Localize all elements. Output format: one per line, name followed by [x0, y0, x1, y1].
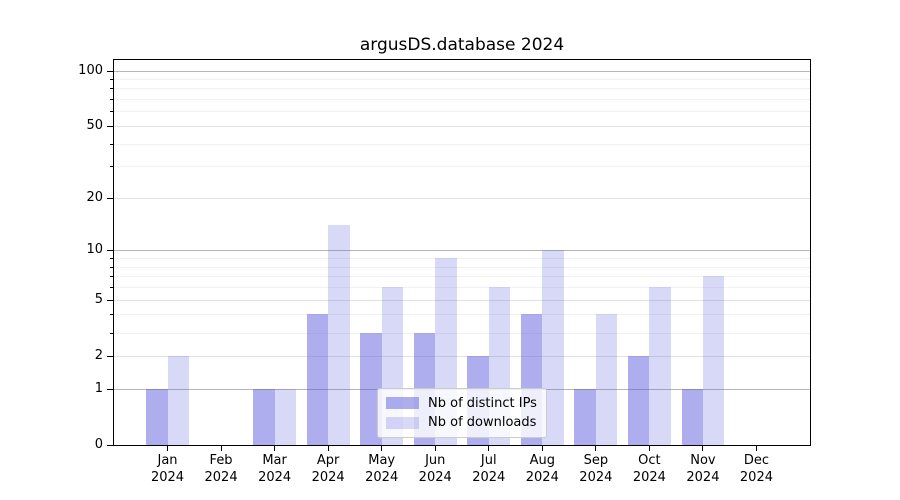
x-tick-dec — [755, 446, 757, 451]
gridline-y-9 — [114, 258, 810, 260]
y-tick-0 — [107, 445, 114, 446]
x-tick-label-feb: Feb 2024 — [204, 453, 238, 485]
bar-distinct-ips-may — [360, 332, 382, 445]
x-tick-label-jun: Jun 2024 — [418, 453, 452, 485]
bar-distinct-ips-sep — [574, 388, 596, 445]
bar-distinct-ips-mar — [253, 388, 275, 445]
x-tick-label-dec: Dec 2024 — [739, 453, 773, 485]
gridline-y-7 — [114, 276, 810, 278]
bar-downloads-apr — [328, 225, 350, 445]
y-minor-tick-40 — [110, 143, 114, 145]
gridline-y-50 — [114, 125, 810, 127]
chart-title: argusDS.database 2024 — [359, 35, 565, 55]
y-tick-100 — [107, 70, 114, 72]
x-tick-label-jan: Jan 2024 — [150, 453, 185, 485]
bar-distinct-ips-nov — [681, 388, 703, 445]
y-minor-tick-30 — [110, 166, 114, 168]
legend-row-downloads: Nb of downloads — [386, 415, 538, 430]
gridline-y-80 — [114, 88, 810, 90]
y-tick-label-0: 0 — [94, 437, 103, 452]
x-tick-mar — [274, 446, 276, 451]
gridline-y-40 — [114, 143, 810, 145]
y-minor-tick-60 — [110, 111, 114, 113]
x-tick-feb — [220, 446, 222, 451]
x-tick-nov — [702, 446, 704, 451]
y-tick-50 — [107, 125, 114, 127]
x-tick-jul — [488, 446, 490, 451]
x-tick-may — [381, 446, 383, 451]
y-minor-tick-4 — [110, 314, 114, 316]
x-tick-label-apr: Apr 2024 — [311, 453, 345, 485]
x-tick-label-mar: Mar 2024 — [258, 453, 292, 485]
y-minor-tick-8 — [110, 266, 114, 268]
gridline-y-20 — [114, 197, 810, 199]
x-tick-jan — [167, 446, 169, 451]
y-minor-tick-3 — [110, 332, 114, 334]
y-tick-label-20: 20 — [86, 189, 103, 205]
legend-row-distinct-ips: Nb of distinct IPs — [386, 396, 538, 411]
gridline-y-60 — [114, 111, 810, 113]
x-tick-apr — [327, 446, 329, 451]
legend-swatch-distinct-ips — [386, 397, 419, 410]
bar-distinct-ips-oct — [627, 355, 650, 445]
y-tick-label-5: 5 — [94, 291, 103, 307]
gridline-y-70 — [114, 99, 810, 101]
y-tick-label-50: 50 — [86, 117, 103, 133]
y-tick-label-2: 2 — [94, 347, 103, 363]
y-minor-tick-6 — [110, 287, 114, 289]
legend-swatch-downloads — [386, 416, 419, 429]
y-tick-label-1: 1 — [94, 380, 103, 396]
bar-downloads-oct — [649, 287, 671, 445]
y-tick-10 — [107, 250, 114, 252]
gridline-y-6 — [114, 287, 810, 289]
gridline-y-3 — [114, 332, 810, 334]
gridline-y-4 — [114, 314, 810, 316]
x-tick-label-sep: Sep 2024 — [579, 453, 613, 485]
gridline-y-30 — [114, 166, 810, 168]
y-tick-5 — [107, 299, 114, 301]
bar-downloads-mar — [274, 388, 296, 445]
y-minor-tick-70 — [110, 99, 114, 101]
y-minor-tick-80 — [110, 88, 114, 90]
y-minor-tick-9 — [110, 258, 114, 260]
gridline-y-100 — [114, 70, 810, 72]
x-tick-aug — [541, 446, 543, 451]
y-tick-20 — [107, 197, 114, 199]
legend-label-downloads: Nb of downloads — [428, 415, 537, 431]
x-tick-oct — [648, 446, 650, 451]
gridline-y-2 — [114, 355, 810, 357]
bar-distinct-ips-jan — [146, 388, 168, 445]
x-tick-label-may: May 2024 — [365, 453, 399, 485]
gridline-y-10 — [114, 250, 810, 252]
bar-downloads-jan — [167, 355, 189, 445]
bar-downloads-nov — [702, 276, 725, 445]
y-tick-label-100: 100 — [78, 62, 103, 78]
gridline-y-5 — [114, 299, 810, 301]
bar-downloads-aug — [542, 250, 564, 445]
x-tick-label-oct: Oct 2024 — [632, 453, 666, 485]
bar-downloads-sep — [595, 314, 618, 445]
gridline-y-8 — [114, 266, 810, 268]
plot-area — [114, 60, 810, 445]
y-minor-tick-7 — [110, 276, 114, 278]
y-minor-tick-90 — [110, 78, 114, 80]
legend: Nb of distinct IPs Nb of downloads — [377, 388, 547, 438]
x-tick-label-jul: Jul 2024 — [472, 453, 506, 485]
bar-distinct-ips-apr — [306, 314, 329, 445]
x-tick-sep — [595, 446, 597, 451]
x-tick-jun — [434, 446, 436, 451]
y-tick-1 — [107, 388, 114, 390]
y-tick-label-10: 10 — [86, 242, 103, 258]
legend-label-distinct-ips: Nb of distinct IPs — [428, 395, 537, 411]
x-tick-label-nov: Nov 2024 — [686, 453, 720, 485]
y-tick-2 — [107, 355, 114, 357]
x-tick-label-aug: Aug 2024 — [525, 453, 559, 485]
gridline-y-90 — [114, 78, 810, 80]
